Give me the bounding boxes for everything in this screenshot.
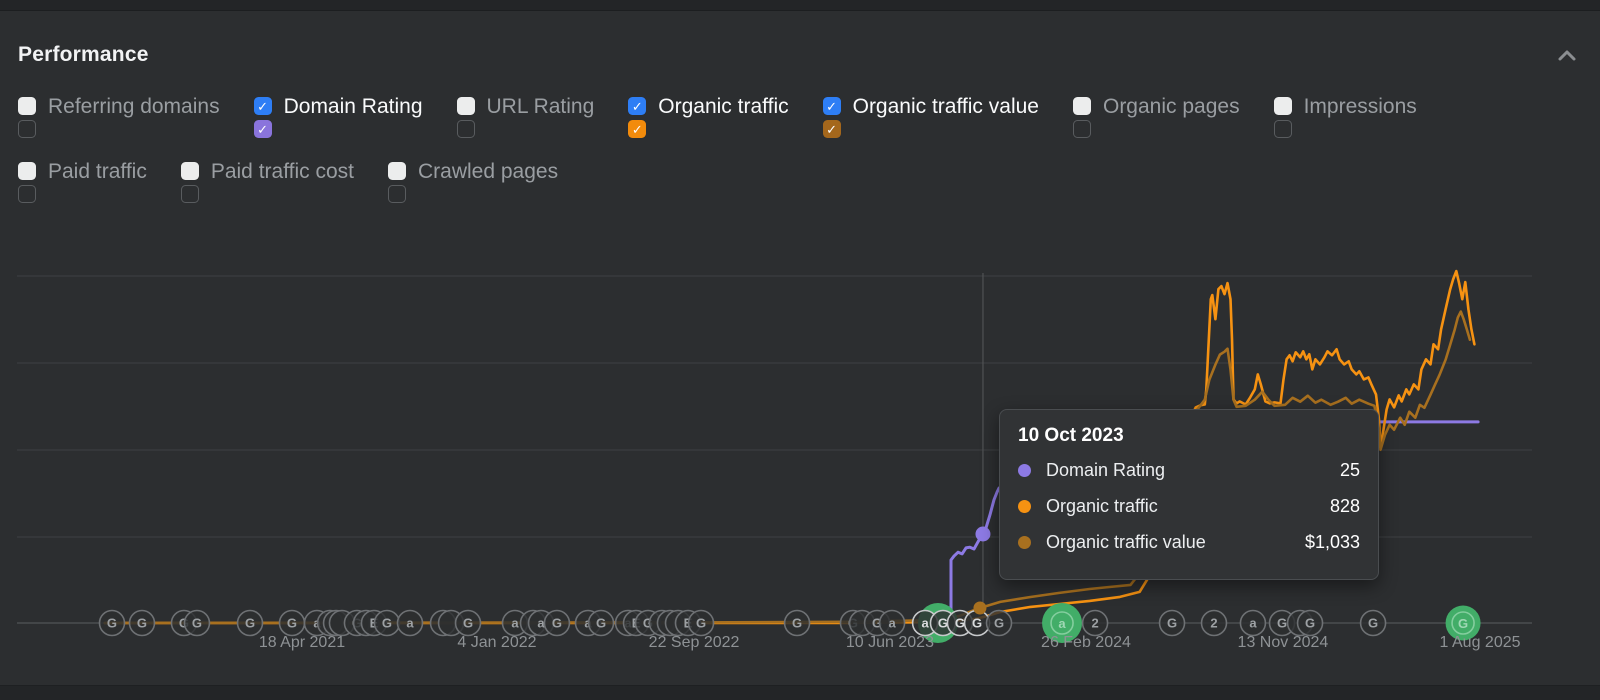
metric-series-checkbox[interactable]: ✓ (822, 120, 841, 138)
metric-axis-checkbox[interactable] (18, 162, 36, 180)
metric-organic-pages: Organic pages (1072, 95, 1240, 138)
metric-organic-traffic-value: ✓ ✓ Organic traffic value (822, 95, 1039, 138)
panel-title: Performance (18, 43, 149, 66)
collapse-button[interactable] (1552, 40, 1582, 70)
metric-series-checkbox[interactable] (456, 120, 475, 138)
metric-paid-traffic-cost: Paid traffic cost (180, 160, 355, 203)
metric-series-checkbox[interactable] (388, 185, 407, 203)
metric-label[interactable]: Organic traffic value (852, 95, 1039, 118)
metric-organic-traffic: ✓ ✓ Organic traffic (628, 95, 789, 138)
metric-series-checkbox[interactable] (18, 185, 36, 203)
page-bottom-strip (0, 685, 1600, 700)
metric-series-checkbox[interactable]: ✓ (628, 120, 647, 138)
metric-series-checkbox[interactable] (180, 185, 199, 203)
metric-referring-domains: Referring domains (18, 95, 220, 138)
chevron-up-icon (1558, 50, 1576, 61)
metric-axis-checkbox[interactable] (388, 162, 407, 180)
metric-series-checkbox[interactable] (18, 120, 36, 138)
metric-series-checkbox[interactable] (1072, 120, 1091, 138)
metric-axis-checkbox[interactable]: ✓ (253, 97, 272, 115)
metric-axis-checkbox[interactable] (180, 162, 199, 180)
metric-axis-checkbox[interactable] (456, 97, 475, 115)
metric-axis-checkbox[interactable]: ✓ (822, 97, 841, 115)
metric-series-checkbox[interactable]: ✓ (253, 120, 272, 138)
metric-axis-checkbox[interactable] (1072, 97, 1091, 115)
metric-domain-rating: ✓ ✓ Domain Rating (253, 95, 423, 138)
page-top-strip (0, 0, 1600, 11)
metric-toggle-row-2: Paid traffic Paid traffic cost Crawled pag… (18, 160, 1590, 203)
metric-label[interactable]: Paid traffic (48, 160, 147, 183)
metric-label[interactable]: Crawled pages (418, 160, 559, 183)
metric-toggle-row-1: Referring domains ✓ ✓ Domain Rating URL Rati… (18, 95, 1590, 138)
metric-crawled-pages: Crawled pages (388, 160, 559, 203)
metric-series-checkbox[interactable] (1273, 120, 1292, 138)
metric-label[interactable]: Referring domains (48, 95, 220, 118)
metric-label[interactable]: Organic pages (1102, 95, 1240, 118)
metric-url-rating: URL Rating (456, 95, 595, 138)
metric-impressions: Impressions (1273, 95, 1417, 138)
metric-axis-checkbox[interactable]: ✓ (628, 97, 647, 115)
metric-label[interactable]: Impressions (1303, 95, 1417, 118)
metric-axis-checkbox[interactable] (18, 97, 36, 115)
metric-label[interactable]: URL Rating (486, 95, 595, 118)
metric-label[interactable]: Paid traffic cost (210, 160, 355, 183)
metric-label[interactable]: Domain Rating (283, 95, 423, 118)
metric-paid-traffic: Paid traffic (18, 160, 147, 203)
metric-axis-checkbox[interactable] (1273, 97, 1292, 115)
metric-label[interactable]: Organic traffic (658, 95, 789, 118)
panel-header: Performance (18, 39, 1582, 71)
